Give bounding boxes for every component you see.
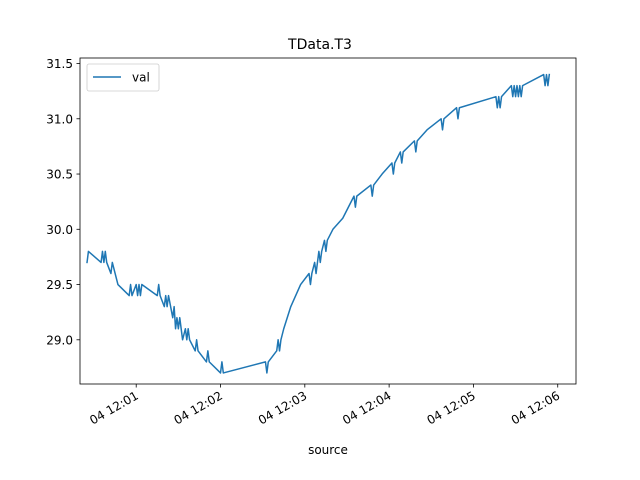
y-tick-label: 29.0 [46, 333, 73, 347]
x-axis-title: source [308, 443, 348, 457]
legend: val [86, 63, 160, 92]
series-line-val [86, 73, 551, 374]
y-tick-label: 31.5 [46, 57, 73, 71]
y-tick-label: 31.0 [46, 112, 73, 126]
y-tick-label: 30.0 [46, 223, 73, 237]
plot-frame [79, 57, 577, 385]
y-tick-label: 29.5 [46, 278, 73, 292]
y-tick-label: 30.5 [46, 168, 73, 182]
series-layer [86, 73, 551, 374]
legend-label: val [132, 71, 150, 85]
chart-title: TData.T3 [287, 37, 352, 53]
legend-box [86, 63, 160, 92]
